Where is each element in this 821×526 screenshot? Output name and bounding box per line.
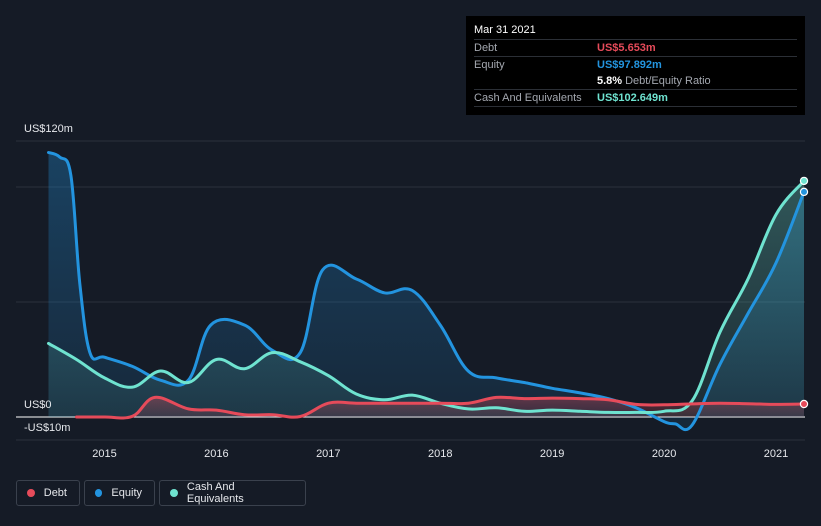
equity-line [47, 151, 806, 432]
cash-area [48, 180, 804, 417]
y-tick-label: US$120m [24, 123, 73, 135]
x-tick-label: 2017 [316, 448, 340, 460]
legend-cash-label: Cash And Equivalents [186, 481, 244, 505]
legend-equity-label: Equity [111, 487, 142, 499]
cash-end-marker [799, 176, 809, 186]
equity-dot-icon [95, 489, 103, 497]
legend-item-debt[interactable]: Debt [16, 480, 80, 506]
legend-debt-label: Debt [43, 487, 67, 499]
legend-item-equity[interactable]: Equity [84, 480, 155, 506]
equity-end-marker [799, 187, 809, 197]
tooltip-row-debt: Debt US$5.653m [474, 39, 797, 56]
x-tick-label: 2018 [428, 448, 452, 460]
debt-dot-icon [27, 489, 35, 497]
debt-end-marker [799, 399, 809, 409]
series-areas [48, 152, 804, 430]
tooltip-ratio-value: 5.8% [597, 75, 623, 87]
tooltip-equity-label: Equity [474, 59, 505, 71]
legend-item-cash[interactable]: Cash And Equivalents [159, 480, 306, 506]
tooltip-debt-value: US$5.653m [597, 42, 656, 54]
cash-dot-icon [170, 489, 178, 497]
x-tick-label: 2016 [204, 448, 228, 460]
tooltip-row-cash: Cash And Equivalents US$102.649m [474, 89, 797, 107]
y-tick-label: -US$10m [24, 422, 70, 434]
tooltip-equity-value: US$97.892m [597, 59, 662, 71]
x-tick-label: 2015 [92, 448, 116, 460]
end-markers [799, 176, 809, 409]
tooltip-panel: Mar 31 2021 Debt US$5.653m Equity US$97.… [466, 16, 805, 115]
tooltip-ratio-label: Debt/Equity Ratio [625, 75, 711, 87]
legend: Debt Equity Cash And Equivalents [16, 480, 306, 506]
x-tick-label: 2021 [764, 448, 788, 460]
tooltip-row-equity: Equity US$97.892m [474, 56, 797, 73]
y-tick-label: US$0 [24, 399, 52, 411]
tooltip-cash-value: US$102.649m [597, 92, 668, 104]
x-tick-label: 2019 [540, 448, 564, 460]
tooltip-debt-label: Debt [474, 42, 498, 54]
series-lines [47, 151, 806, 432]
tooltip-cash-label: Cash And Equivalents [474, 92, 582, 104]
axis-labels: US$120m US$0 -US$10m 2015 2016 2017 2018 2019 20… [24, 123, 788, 460]
debt-line [75, 395, 806, 420]
tooltip-row-ratio: 5.8% Debt/Equity Ratio [474, 73, 797, 89]
cash-line [47, 179, 806, 415]
tooltip-date: Mar 31 2021 [474, 24, 536, 36]
equity-area [48, 152, 804, 430]
x-tick-label: 2020 [652, 448, 676, 460]
